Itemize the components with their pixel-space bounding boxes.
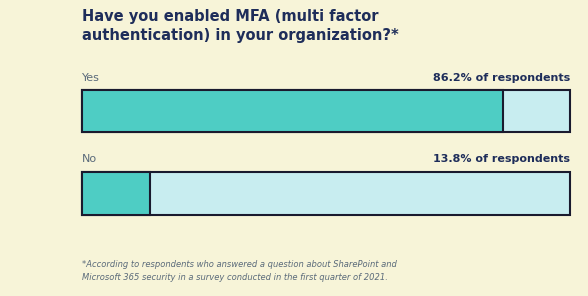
Text: Yes: Yes [82,73,100,83]
Bar [82,90,503,132]
Text: No: No [82,154,98,164]
Text: Have you enabled MFA (multi factor
authentication) in your organization?*: Have you enabled MFA (multi factor authe… [82,9,399,43]
Text: 13.8% of respondents: 13.8% of respondents [433,154,570,164]
Bar [82,172,150,215]
Text: *According to respondents who answered a question about SharePoint and
Microsoft: *According to respondents who answered a… [82,260,397,282]
Bar [82,90,570,132]
Bar [82,172,570,215]
Text: 86.2% of respondents: 86.2% of respondents [433,73,570,83]
